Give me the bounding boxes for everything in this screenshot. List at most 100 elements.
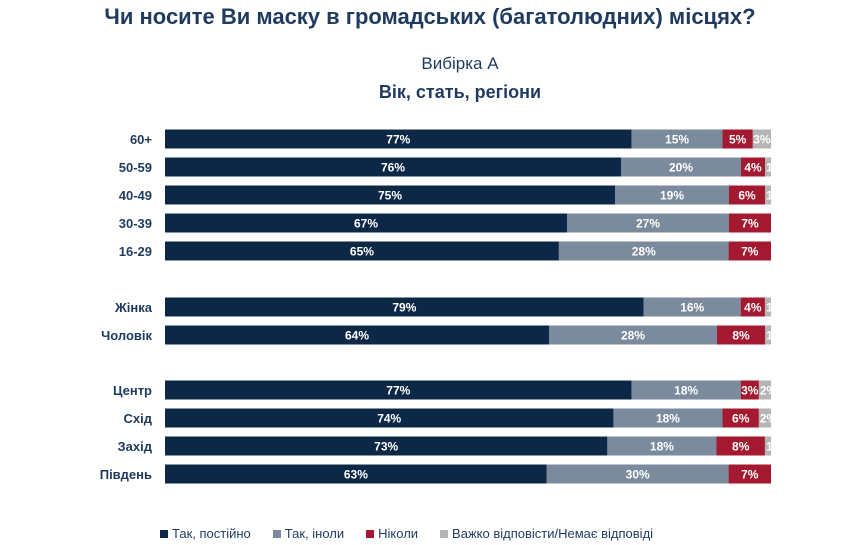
bar-segment-no-answer <box>765 157 771 177</box>
bar-segment-never <box>728 464 771 484</box>
bar-segment-no-answer <box>764 436 771 456</box>
data-label-constantly: 76% <box>381 161 405 175</box>
category-label: Чоловік <box>101 328 152 343</box>
bar-segment-never <box>729 213 771 233</box>
data-label-never: 7% <box>741 245 759 259</box>
bar-segment-no-answer <box>764 297 771 317</box>
bar-segment-no-answer <box>765 185 771 205</box>
legend-swatch-no-answer <box>440 529 449 538</box>
bar-segment-constantly <box>165 213 567 233</box>
legend-item-constantly: Так, постійно <box>160 526 251 541</box>
legend-label-never: Ніколи <box>378 526 419 541</box>
bar-segment-constantly <box>165 185 615 205</box>
bar-segment-sometimes <box>607 436 717 456</box>
bar-segment-never <box>716 436 765 456</box>
data-label-sometimes: 18% <box>650 440 674 454</box>
bar-segment-sometimes <box>631 380 741 400</box>
legend: Так, постійно Так, іноли Ніколи Важко ві… <box>160 526 653 541</box>
bar-segment-sometimes <box>615 185 729 205</box>
bar-segment-sometimes <box>613 408 723 428</box>
bar-segment-no-answer <box>758 408 771 428</box>
data-label-sometimes: 19% <box>660 189 684 203</box>
bar-segment-never <box>740 297 765 317</box>
data-label-no-answer: 0% <box>772 468 790 482</box>
data-label-no-answer: 1% <box>766 189 784 203</box>
data-label-sometimes: 27% <box>636 217 660 231</box>
bar-segment-sometimes <box>546 464 729 484</box>
bar-segment-constantly <box>165 297 644 317</box>
category-label: Південь <box>100 467 152 482</box>
data-label-sometimes: 28% <box>621 329 645 343</box>
category-label: 60+ <box>130 132 152 147</box>
category-label: Жінка <box>114 300 153 315</box>
bar-segment-constantly <box>165 436 608 456</box>
legend-item-never: Ніколи <box>366 526 418 541</box>
category-label: 16-29 <box>119 244 152 259</box>
legend-swatch-sometimes <box>272 529 281 538</box>
data-label-never: 7% <box>741 468 759 482</box>
data-label-never: 8% <box>732 440 750 454</box>
data-label-sometimes: 18% <box>674 384 698 398</box>
category-label: 50-59 <box>119 160 152 175</box>
data-label-no-answer: 0% <box>772 245 790 259</box>
legend-label-no-answer: Важко відповісти/Немає відповіді <box>452 526 654 541</box>
data-label-no-answer: 1% <box>766 440 784 454</box>
data-label-no-answer: 1% <box>766 161 784 175</box>
data-label-no-answer: 1% <box>766 329 784 343</box>
category-label: Схід <box>124 411 153 426</box>
data-label-constantly: 63% <box>344 468 368 482</box>
bar-segment-never <box>717 325 765 345</box>
chart-subtitle: Вибірка А <box>421 54 499 73</box>
bar-segment-sometimes <box>631 129 723 149</box>
data-label-constantly: 79% <box>392 301 416 315</box>
chart-title: Чи носите Ви маску в громадських (багато… <box>104 4 756 29</box>
category-label: 40-49 <box>119 188 152 203</box>
bar-segment-sometimes <box>643 297 741 317</box>
bar-segment-never <box>722 408 759 428</box>
bar-segment-no-answer <box>765 325 771 345</box>
bar-segment-never <box>728 241 771 261</box>
data-label-no-answer: 2% <box>760 384 778 398</box>
data-label-no-answer: 3% <box>753 133 771 147</box>
data-label-sometimes: 28% <box>632 245 656 259</box>
bar-segment-constantly <box>165 129 632 149</box>
data-label-sometimes: 20% <box>669 161 693 175</box>
data-label-never: 4% <box>744 301 762 315</box>
bar-segment-never <box>722 129 753 149</box>
legend-swatch-never <box>366 529 375 538</box>
data-label-constantly: 75% <box>378 189 402 203</box>
bar-segment-sometimes <box>621 157 741 177</box>
data-label-never: 6% <box>738 189 756 203</box>
bar-segment-constantly <box>165 464 547 484</box>
data-label-constantly: 64% <box>345 329 369 343</box>
data-label-never: 8% <box>732 329 750 343</box>
data-label-sometimes: 18% <box>656 412 680 426</box>
data-label-constantly: 73% <box>374 440 398 454</box>
bar-segment-constantly <box>165 241 559 261</box>
data-label-never: 7% <box>741 217 759 231</box>
data-label-constantly: 67% <box>354 217 378 231</box>
data-label-sometimes: 30% <box>626 468 650 482</box>
bar-segment-sometimes <box>567 213 729 233</box>
data-label-sometimes: 16% <box>680 301 704 315</box>
bar-segment-constantly <box>165 408 614 428</box>
bar-segment-constantly <box>165 157 621 177</box>
data-label-never: 6% <box>732 412 750 426</box>
data-label-constantly: 77% <box>386 133 410 147</box>
category-label: 30-39 <box>119 216 152 231</box>
legend-swatch-constantly <box>160 529 168 538</box>
data-label-never: 5% <box>729 133 747 147</box>
bar-segment-sometimes <box>558 241 729 261</box>
bar-segment-constantly <box>165 325 549 345</box>
legend-item-sometimes: Так, іноли <box>272 526 345 541</box>
category-label: Захід <box>118 439 153 454</box>
data-label-never: 4% <box>744 161 762 175</box>
data-label-constantly: 74% <box>377 412 401 426</box>
data-label-no-answer: 1% <box>766 301 784 315</box>
category-label: Центр <box>113 383 152 398</box>
data-label-constantly: 77% <box>386 384 410 398</box>
data-label-constantly: 65% <box>350 245 374 259</box>
legend-label-sometimes: Так, іноли <box>284 526 345 541</box>
bar-segment-never <box>729 185 765 205</box>
data-label-no-answer: 2% <box>760 412 778 426</box>
